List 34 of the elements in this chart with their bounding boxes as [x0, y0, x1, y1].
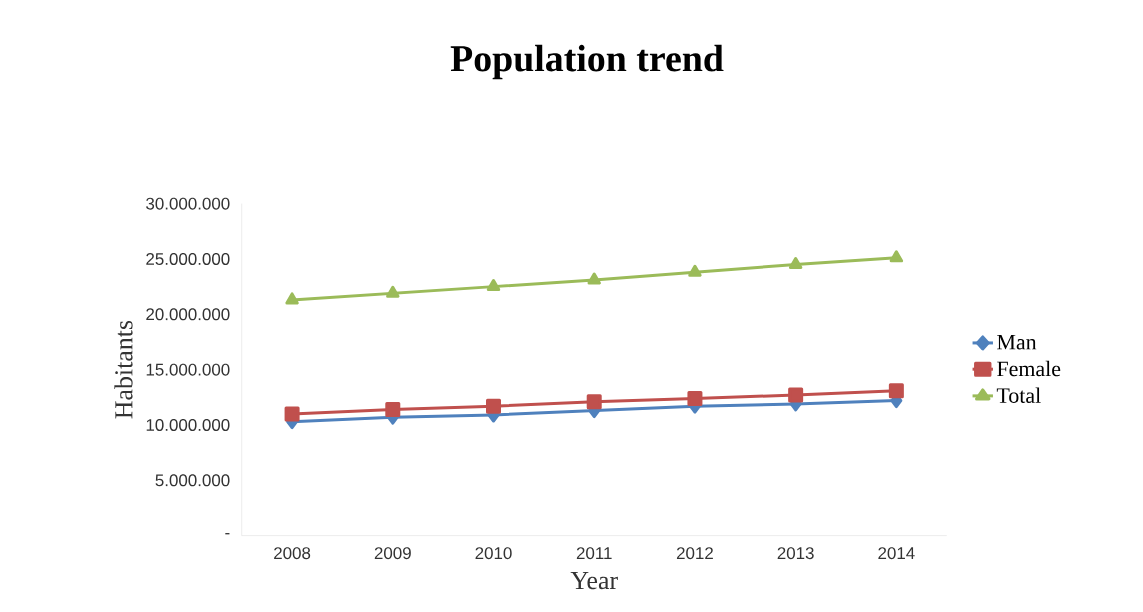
point	[284, 406, 300, 422]
x-tick-label: 2009	[374, 547, 411, 560]
x-tick-label: 2014	[878, 547, 915, 560]
y-tick-label: 10.000.000	[146, 418, 230, 431]
legend-label: Total	[996, 387, 1041, 403]
x-tick-label: 2013	[777, 547, 814, 560]
point	[486, 398, 502, 414]
x-tick-label: 2008	[274, 547, 311, 560]
y-tick-label: 5.000.000	[155, 474, 230, 487]
point	[386, 285, 400, 298]
x-tick-label: 2011	[576, 547, 612, 560]
y-tick-label: 30.000.000	[146, 197, 230, 210]
x-axis-title: Year	[570, 571, 618, 590]
point	[587, 272, 601, 285]
point	[889, 250, 904, 263]
y-axis-title: Habitants	[114, 320, 133, 419]
legend-label: Man	[997, 335, 1037, 350]
point	[687, 390, 703, 406]
y-tick-label: 15.000.000	[146, 363, 230, 376]
point	[586, 394, 602, 410]
point	[285, 292, 299, 305]
x-tick-label: 2010	[475, 547, 512, 560]
point	[688, 264, 702, 277]
chart-title: Population trend	[450, 44, 724, 80]
point	[888, 383, 904, 399]
y-tick-label: 25.000.000	[146, 252, 230, 265]
point	[486, 279, 501, 292]
y-tick-label: -	[225, 533, 230, 535]
point	[385, 401, 401, 417]
point	[788, 256, 803, 269]
y-tick-label: 20.000.000	[146, 308, 230, 321]
x-tick-label: 2012	[676, 547, 713, 560]
legend-label: Female	[997, 360, 1061, 377]
point	[788, 387, 804, 403]
